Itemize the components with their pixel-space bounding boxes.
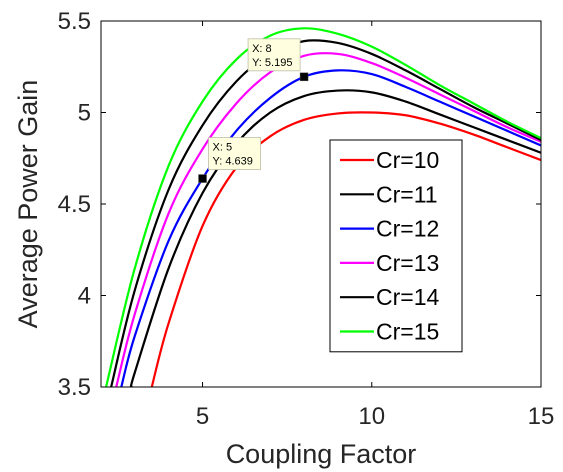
datatip-y-label: Y: 4.639 (213, 156, 253, 168)
series-line-6 (105, 27, 541, 387)
y-tick-label: 4 (78, 283, 91, 310)
series-line-3 (120, 69, 541, 387)
y-tick-label: 5.5 (58, 8, 91, 35)
legend-label-4: Cr=13 (376, 250, 439, 276)
datatip-y-label: Y: 5.195 (252, 57, 292, 69)
series-layer (105, 27, 541, 387)
series-line-2 (129, 89, 541, 387)
x-axis: 5 10 15 (196, 21, 554, 430)
datatips-layer: X: 8 Y: 5.195 X: 5 Y: 4.639 (198, 38, 309, 183)
legend-box (329, 139, 463, 353)
series-line-5 (110, 39, 541, 387)
y-axis-label: Average Power Gain (13, 80, 43, 329)
x-tick-label: 5 (196, 403, 209, 430)
plot-area (101, 21, 541, 387)
legend-label-2: Cr=11 (376, 181, 438, 207)
series-line-1 (150, 111, 541, 387)
datatip-x-label: X: 5 (213, 142, 233, 154)
datatip-marker (299, 72, 309, 82)
datatip-marker (198, 174, 207, 183)
y-tick-label: 4.5 (58, 191, 91, 218)
datatip-box (247, 38, 301, 72)
datatip-x-label: X: 8 (252, 43, 272, 55)
y-tick-label: 3.5 (58, 374, 91, 401)
legend-label-1: Cr=10 (376, 147, 439, 173)
legend-label-6: Cr=15 (376, 319, 439, 345)
x-tick-label: 10 (358, 403, 385, 430)
legend: Cr=10 Cr=11 Cr=12 Cr=13 Cr=14 Cr=15 (329, 139, 463, 353)
legend-label-3: Cr=12 (376, 216, 439, 242)
datatip-box (208, 137, 261, 170)
y-tick-label: 5 (78, 100, 91, 127)
y-axis: 3.5 4 4.5 5 5.5 (58, 8, 541, 401)
x-tick-label: 15 (528, 403, 555, 430)
x-axis-label: Coupling Factor (226, 439, 417, 469)
series-line-4 (115, 52, 541, 387)
legend-label-5: Cr=14 (376, 284, 439, 310)
